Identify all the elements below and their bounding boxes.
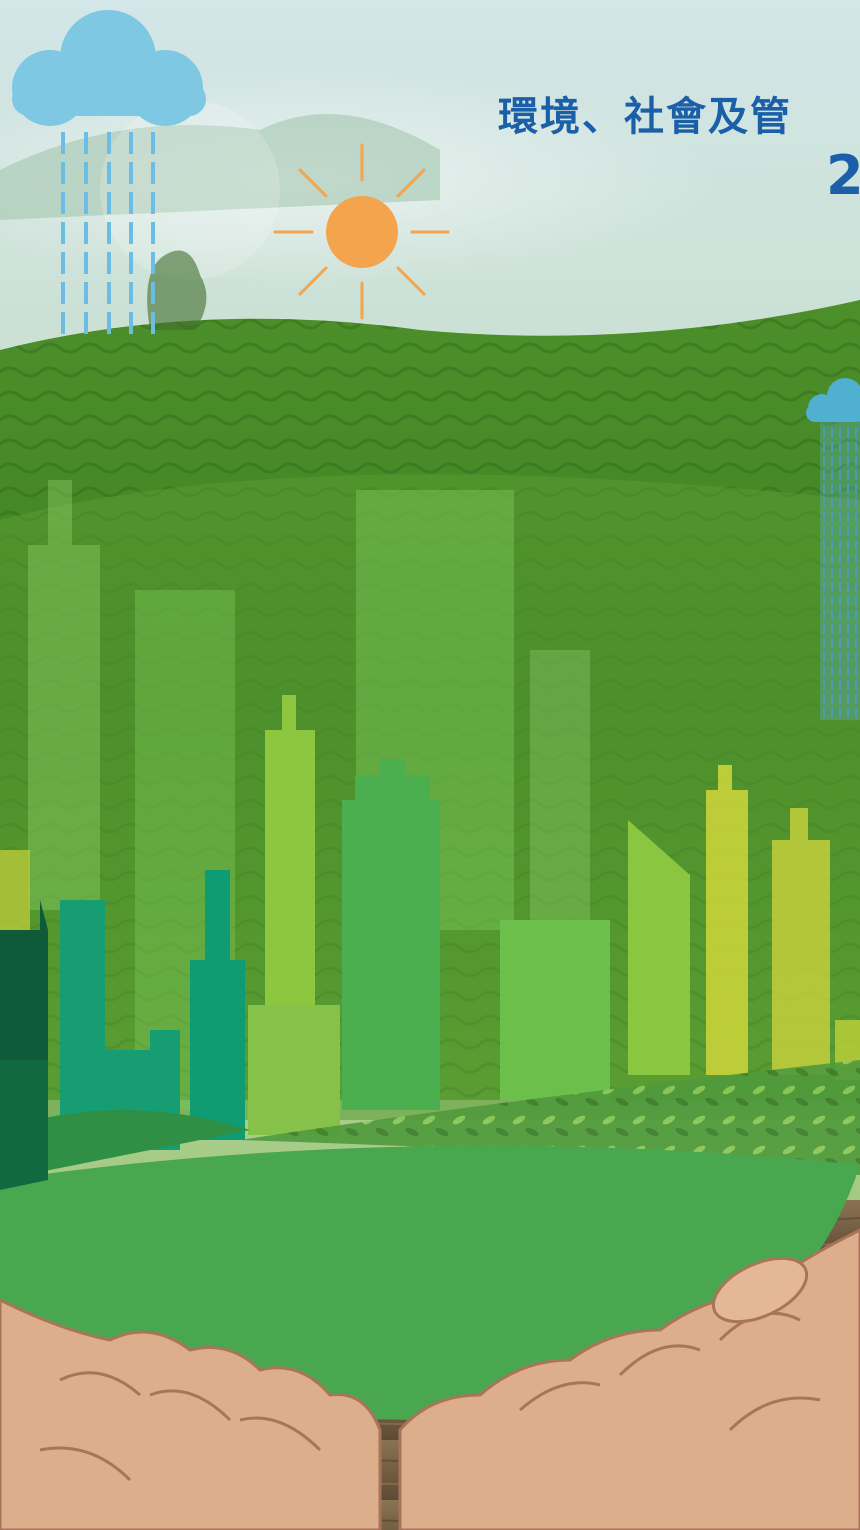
tree-silhouette: [147, 250, 207, 330]
cloud-icon: [12, 10, 206, 126]
left-hand: [0, 1298, 382, 1530]
building-yellow: [706, 765, 748, 1075]
mist-circle: [100, 100, 280, 280]
building-yellow: [772, 808, 830, 1075]
report-title: 環境、社會及管: [498, 94, 792, 140]
sun-icon: [273, 143, 450, 320]
small-rain-icon: [823, 428, 857, 720]
building-translucent: [28, 480, 100, 910]
building-light-green: [248, 1005, 340, 1135]
building-teal: [60, 900, 180, 1150]
right-thumb: [711, 1256, 809, 1324]
green-bowl-shadow: [0, 1060, 48, 1190]
building-mid-green: [342, 760, 440, 1110]
small-cloud-icon: [806, 378, 860, 422]
building-light-green: [500, 920, 610, 1100]
building-translucent: [530, 650, 590, 930]
skyline: [0, 695, 860, 1190]
building-light-green: [265, 695, 315, 1010]
building-teal: [190, 870, 245, 1140]
left-finger-lines: [39, 1371, 322, 1482]
green-bowl-shadow: [0, 1110, 250, 1180]
report-year: 2: [826, 144, 860, 207]
building-light-green: [628, 820, 690, 1075]
tea-leaf-band: [240, 1060, 860, 1175]
rain-icon: [61, 132, 155, 342]
